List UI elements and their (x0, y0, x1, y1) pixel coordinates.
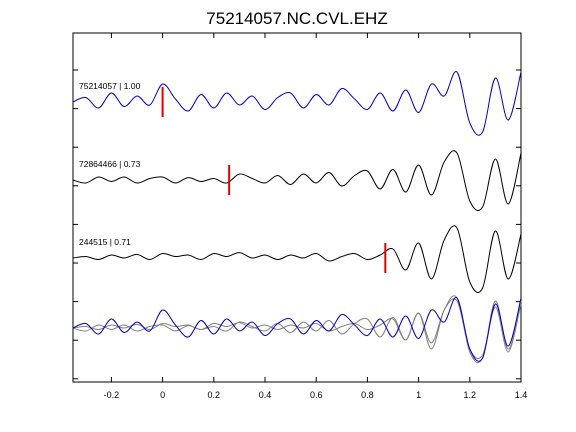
trace-label-3: 244515 | 0.71 (79, 237, 131, 247)
x-tick-label: 0.2 (208, 390, 221, 400)
trace-line-1 (72, 71, 522, 136)
overlay-stack (72, 295, 522, 363)
right-ticks (516, 69, 521, 380)
trace-label-2: 72864466 | 0.73 (79, 159, 141, 169)
x-tick-label: 1.4 (515, 390, 528, 400)
left-ticks (73, 69, 78, 380)
trace-line-3 (72, 225, 522, 293)
overlay-line-3 (72, 295, 522, 363)
overlay-line-1 (72, 297, 522, 362)
plot-frame (72, 32, 522, 383)
x-tick-label: -0.2 (104, 390, 120, 400)
x-tick-label: 0.8 (361, 390, 374, 400)
x-tick-label: 1.2 (464, 390, 477, 400)
traces: 75214057 | 1.00 72864466 | 0.73 244515 | 0… (72, 71, 522, 293)
x-tick-label: 0.4 (259, 390, 272, 400)
overlay-line-2 (72, 298, 522, 360)
x-tick-label: 0 (160, 390, 165, 400)
trace-label-1: 75214057 | 1.00 (79, 81, 141, 91)
x-tick-label: 1 (416, 390, 421, 400)
chart-title: 75214057.NC.CVL.EHZ (206, 9, 387, 28)
x-tick-label: 0.6 (310, 390, 323, 400)
trace-line-2 (72, 150, 522, 212)
x-axis: -0.2 0 0.2 0.4 0.6 0.8 1 1.2 1.4 (104, 33, 528, 400)
